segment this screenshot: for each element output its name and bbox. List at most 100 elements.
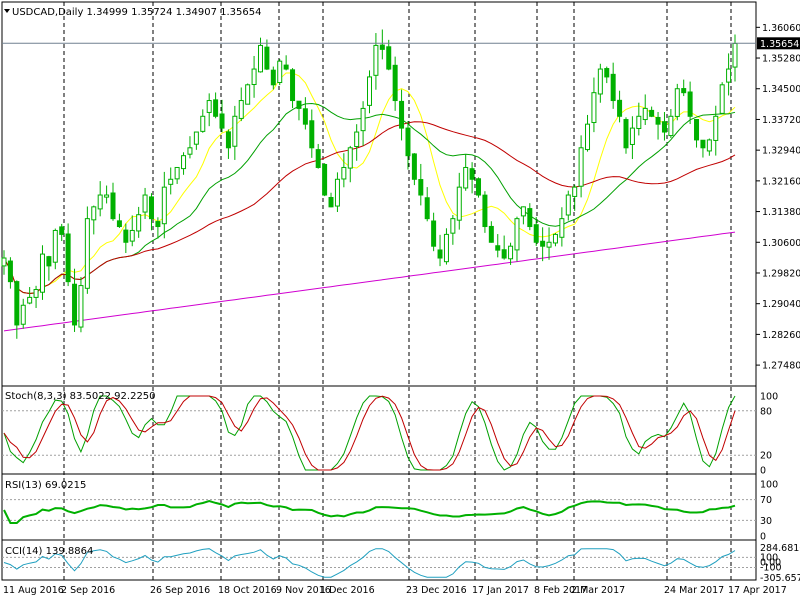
candle-body [187,147,193,155]
candle-body [713,115,719,141]
candle-body [578,147,584,187]
candle-body [65,233,71,283]
candle-body [91,206,97,221]
candle-body [726,68,732,83]
candle-body [681,88,687,94]
candle-body [604,68,610,78]
candle-body [617,99,623,117]
price-tick-label: 1.29820 [762,268,800,279]
candle-body [251,68,257,86]
candle-body [501,249,507,259]
candle-body [104,194,110,198]
ma-line-red [3,121,736,295]
rsi-title: RSI(13) 69.0215 [5,480,86,491]
candle-body [7,260,13,283]
ma-line-magenta [3,231,736,332]
rsi-level-label: 30 [760,516,772,527]
cci-title: CCI(14) 139.8864 [5,546,93,557]
candle-body [84,218,90,289]
candle-body [719,84,725,114]
current-price-label: 1.35654 [760,39,799,50]
candle-body [136,214,142,232]
candle-body [508,245,514,260]
candle-body [610,73,616,102]
x-tick-label: 2 Mar 2017 [571,585,625,596]
x-tick-label: 17 Apr 2017 [728,585,787,596]
candle-body [129,229,135,242]
candle-body [520,206,526,217]
candle-body [367,76,372,106]
candle-body [469,168,475,180]
x-tick-label: 23 Dec 2016 [406,585,467,596]
candle-body [213,99,219,117]
x-tick-label: 1 Dec 2016 [320,585,375,596]
candle-body [546,241,552,248]
candle-body [572,186,578,197]
candle-body [14,281,20,326]
candle-body [636,115,642,129]
candle-body [334,178,340,207]
candle-body [20,304,26,325]
candle-body [206,100,212,113]
candle-body [219,113,225,129]
x-tick-label: 9 Nov 2016 [276,585,331,596]
candle-body [290,69,296,102]
candle-body [687,91,693,117]
stoch-pane [1,385,757,475]
candle-body [328,197,334,208]
candle-body [33,289,39,298]
chart-menu-triangle-icon[interactable] [4,9,10,13]
candle-body [552,233,558,244]
rsi-level-label: 100 [760,480,778,491]
price-tick-label: 1.34500 [762,84,800,95]
vertical-gridlines [63,2,732,580]
candle-body [694,118,700,141]
candle-body [46,256,52,267]
candle-body [354,131,360,148]
candle-body [27,296,33,304]
candle-body [52,229,58,263]
candle-body [386,46,392,70]
candle-body [411,153,417,180]
candle-body [418,179,424,196]
cci-pane [1,539,757,581]
cci-level-label: 100 [760,552,778,563]
candle-body [456,186,462,221]
candle-body [181,155,187,170]
candle-body [655,116,661,125]
stoch-main-line [3,395,736,471]
symbol-title: USDCAD,Daily 1.34999 1.35724 1.34907 1.3… [12,7,262,18]
price-tick-label: 1.28260 [762,330,800,341]
candle-body [623,119,629,149]
candle-body [347,147,353,169]
candle-body [379,44,385,50]
rsi-line [3,499,736,524]
candle-body [161,186,167,225]
candle-body [168,178,174,185]
candle-body [495,245,501,251]
price-tick-label: 1.32160 [762,176,800,187]
x-tick-label: 18 Oct 2016 [218,585,277,596]
candle-body [110,192,116,220]
candle-body [437,249,443,259]
candle-body [283,64,289,70]
candle-body [174,166,180,180]
candle-body [142,194,148,213]
oscillator-lines [3,395,736,578]
candle-body [155,221,161,228]
cci-level-label: 284.6816 [760,543,800,554]
candle-body [399,100,405,129]
price-tick-label: 1.27480 [762,361,800,372]
candle-body [559,218,565,238]
candlesticks [1,29,738,339]
candle-body [264,46,270,70]
candle-body [200,115,206,132]
candle-body [424,197,430,220]
indicator-level-lines [2,410,756,569]
price-axis: 1.36060 1.35280 1.34500 1.33720 1.32940 1.321… [756,23,800,372]
candle-body [591,92,597,124]
stoch-level-label: 0 [760,466,766,477]
candle-body [257,44,263,73]
cci-level-label: -305.6572 [760,573,800,584]
